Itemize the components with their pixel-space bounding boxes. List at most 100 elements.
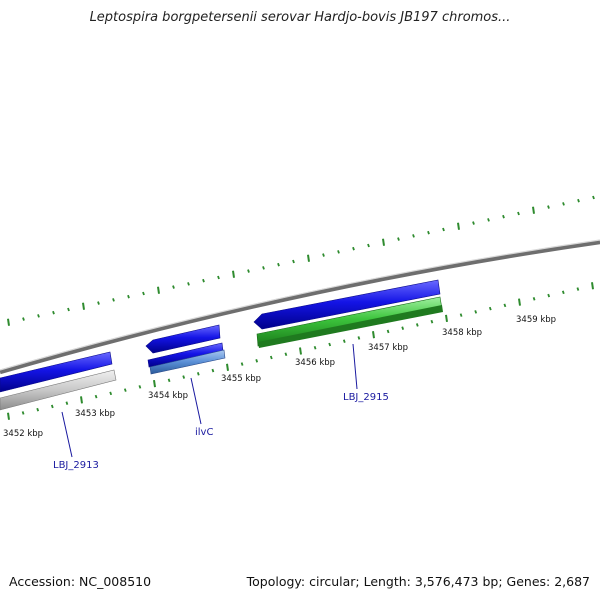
ruler-tick-label: 3452 kbp [3,429,43,439]
gene-feature-blue[interactable] [253,279,441,330]
inner-tick-mark [488,306,492,311]
outer-tick-mark [127,294,130,299]
ruler-tick-label: 3454 kbp [148,391,188,401]
outer-tick-mark [442,227,445,232]
inner-tick-mark [153,379,156,388]
outer-tick-mark [232,270,235,278]
inner-tick-mark [269,355,273,360]
outer-tick-mark [487,218,490,222]
inner-tick-mark [167,378,171,383]
inner-tick-mark [211,368,215,373]
outer-tick-mark [472,221,475,225]
chromosome-backbone-highlight [0,239,600,371]
inner-tick-mark [401,326,405,330]
outer-tick-mark [202,278,205,283]
inner-tick-mark [284,352,288,357]
inner-tick-mark [459,313,463,317]
inner-tick-mark [372,331,375,339]
inner-tick-mark [299,347,302,355]
topology-summary-text: Topology: circular; Length: 3,576,473 bp… [246,574,590,589]
outer-tick-ring [7,195,595,326]
outer-tick-mark [97,301,100,305]
inner-tick-mark [518,298,521,306]
gene-leader-line [190,377,202,425]
outer-tick-mark [217,275,220,280]
outer-tick-mark [187,282,190,286]
inner-tick-mark [591,282,594,290]
inner-tick-mark [80,396,83,404]
outer-tick-mark [457,222,460,230]
outer-tick-mark [172,285,175,289]
gene-feature-blue[interactable] [145,324,221,354]
outer-tick-mark [412,234,415,238]
outer-tick-mark [247,269,250,273]
outer-tick-mark [277,262,280,267]
outer-tick-mark [382,238,385,246]
outer-tick-mark [577,198,580,203]
outer-tick-mark [532,206,535,214]
outer-tick-mark [367,243,370,248]
outer-tick-mark [82,302,85,310]
inner-tick-mark [226,363,229,371]
gene-leader-line [352,343,358,390]
outer-tick-mark [517,211,520,216]
outer-tick-mark [502,214,505,219]
gene-label-lbj-2915[interactable]: LBJ_2915 [343,392,389,403]
gene-label-lbj-2913[interactable]: LBJ_2913 [53,460,99,471]
ruler-labels: 3452 kbp 3453 kbp 3454 kbp 3455 kbp 3456… [3,315,556,439]
inner-tick-mark [430,319,434,324]
inner-tick-mark [576,287,580,291]
gene-feature-darkgreen[interactable] [258,305,443,348]
ruler-tick-label: 3457 kbp [368,343,408,353]
outer-tick-mark [322,253,325,257]
outer-tick-mark [337,250,340,254]
inner-tick-mark [386,329,390,334]
inner-tick-mark [36,407,40,412]
outer-tick-mark [22,317,25,321]
inner-tick-mark [182,375,186,379]
accession-text: Accession: NC_008510 [9,574,152,589]
chromosome-backbone [0,239,600,375]
inner-tick-mark [357,336,361,340]
outer-tick-mark [592,195,595,200]
inner-tick-mark [445,314,448,323]
ruler-tick-label: 3453 kbp [75,409,115,419]
outer-tick-mark [7,318,10,326]
outer-tick-mark [142,291,145,296]
outer-tick-mark [307,254,310,262]
inner-tick-mark [7,412,10,420]
gene-feature-grey[interactable] [0,369,117,411]
inner-tick-mark [255,358,259,363]
inner-tick-mark [21,411,25,415]
inner-tick-mark [547,293,551,298]
inner-tick-ring [7,282,594,420]
inner-tick-mark [240,362,244,366]
outer-tick-mark [67,307,70,312]
outer-tick-mark [112,298,115,302]
inner-tick-mark [561,290,565,295]
gene-feature-lightblue[interactable] [149,349,226,375]
gene-features [0,279,443,411]
inner-tick-mark [109,391,113,396]
inner-tick-mark [532,297,536,301]
outer-tick-mark [562,202,565,206]
inner-tick-mark [94,394,98,399]
inner-tick-mark [138,385,142,389]
inner-tick-mark [313,345,317,350]
ruler-tick-label: 3455 kbp [221,374,261,384]
outer-tick-mark [547,205,550,209]
ruler-tick-label: 3458 kbp [442,328,482,338]
map-title: Leptospira borgpetersenii serovar Hardjo… [89,10,511,25]
gene-feature-blue[interactable] [0,351,113,393]
inner-tick-mark [342,339,346,344]
inner-tick-mark [50,404,54,409]
gene-label-ilvc[interactable]: ilvC [195,427,213,438]
inner-tick-mark [503,303,507,308]
inner-tick-mark [65,401,69,405]
outer-tick-mark [352,246,355,251]
outer-tick-mark [157,286,160,294]
outer-tick-mark [52,310,55,315]
outer-tick-mark [262,266,265,270]
inner-tick-mark [328,342,332,347]
